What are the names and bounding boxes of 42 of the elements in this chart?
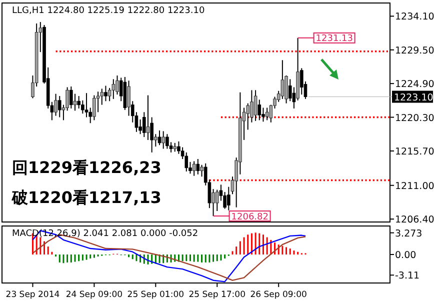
candlestick [158, 130, 162, 146]
annotation: 1206.82 [231, 212, 269, 222]
y-tick-label: 1234.10 [395, 12, 434, 23]
y-tick-label: 1220.30 [395, 112, 434, 124]
annotation: 回1229看1226,23 [12, 158, 162, 177]
x-tick-label: 25 Sep 01:00 [127, 290, 184, 300]
candlestick [58, 96, 62, 118]
annotation: 破1220看1217,13 [11, 188, 162, 207]
y-tick-label: 1206.40 [395, 214, 434, 226]
y-tick-label: 1224.90 [395, 79, 434, 90]
x-tick-label: 25 Sep 17:00 [188, 290, 246, 300]
chart-title: LLG,H1 1224.80 1225.19 1222.80 1223.10 [12, 6, 205, 16]
candlestick [96, 91, 100, 113]
candlestick [280, 60, 284, 100]
candlestick [265, 107, 269, 121]
candlestick [254, 90, 258, 122]
y-tick-label: 3.273 [395, 228, 422, 240]
candlestick [54, 93, 58, 116]
y-tick-label: 1211.00 [395, 180, 434, 192]
candlestick [146, 94, 150, 140]
candlestick [227, 186, 230, 211]
x-tick-label: 24 Sep 09:00 [66, 290, 123, 300]
candlestick [92, 94, 96, 121]
candlestick [112, 78, 116, 100]
candlestick [70, 86, 73, 109]
candlestick [258, 99, 262, 121]
annotation: 1231.13 [316, 34, 354, 44]
y-tick-label: 1215.70 [395, 146, 434, 158]
candlestick [166, 134, 169, 150]
y-tick-label: -3.11 [395, 270, 420, 282]
y-tick-label: 1229.50 [395, 45, 434, 56]
y-tick-label: 0.00 [395, 250, 416, 261]
candlestick [84, 92, 88, 118]
candlestick [104, 85, 108, 102]
candlestick [116, 75, 119, 96]
candlestick [184, 152, 188, 172]
candlestick [162, 130, 165, 150]
candlestick [192, 160, 196, 176]
annotation: 1223.10 [394, 92, 434, 104]
x-tick-label: 23 Sep 2014 [6, 290, 60, 300]
x-tick-label: 26 Sep 09:00 [250, 290, 307, 300]
candlestick [196, 158, 200, 175]
